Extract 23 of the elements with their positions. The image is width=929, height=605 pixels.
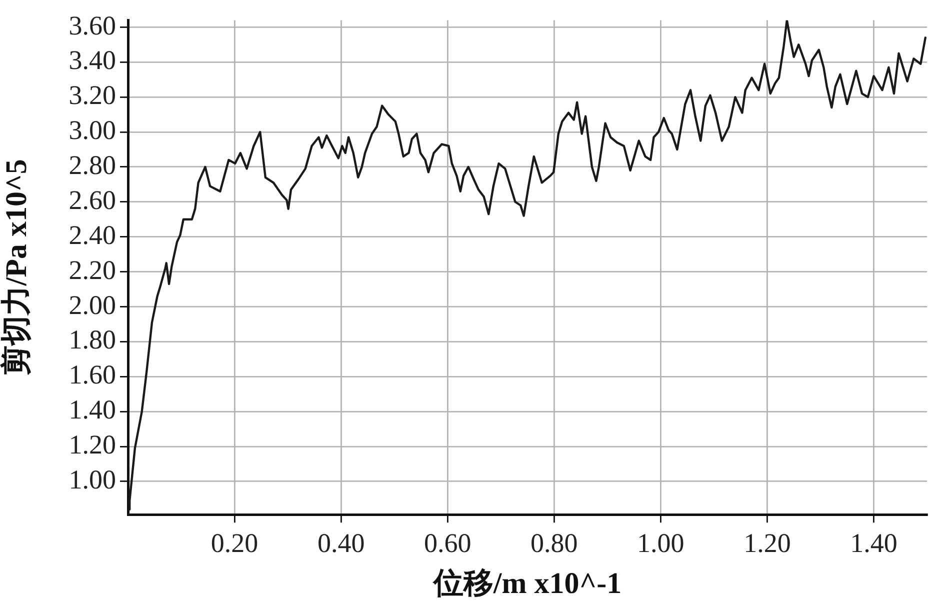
y-tick-label: 2.60: [68, 184, 116, 215]
x-tick-label: 0.80: [530, 528, 578, 558]
x-tick-label: 0.60: [424, 528, 472, 558]
y-tick-label: 3.20: [68, 80, 116, 110]
y-tick-label: 2.40: [68, 220, 116, 250]
x-tick-label: 1.20: [744, 528, 791, 558]
y-tick-label: 1.40: [68, 394, 116, 425]
y-tick-label: 1.20: [68, 430, 116, 460]
y-tick-label: 1.00: [68, 464, 116, 494]
y-tick-label: 3.00: [68, 115, 116, 146]
y-tick-label: 1.60: [68, 360, 116, 390]
y-axis-title: 剪切力/Pa x10^5: [0, 159, 33, 376]
y-tick-label: 2.00: [68, 290, 116, 320]
x-tick-label: 1.40: [850, 528, 898, 558]
y-tick-label: 3.60: [68, 10, 116, 40]
y-tick-label: 1.80: [68, 324, 116, 355]
x-tick-label: 0.20: [210, 528, 258, 558]
x-tick-label: 1.00: [637, 528, 684, 558]
y-tick-label: 3.40: [68, 45, 116, 76]
x-tick-label: 0.40: [317, 528, 365, 558]
y-tick-label: 2.20: [68, 254, 116, 285]
x-axis-title: 位移/m x10^-1: [432, 566, 622, 600]
y-tick-label: 2.80: [68, 150, 116, 180]
